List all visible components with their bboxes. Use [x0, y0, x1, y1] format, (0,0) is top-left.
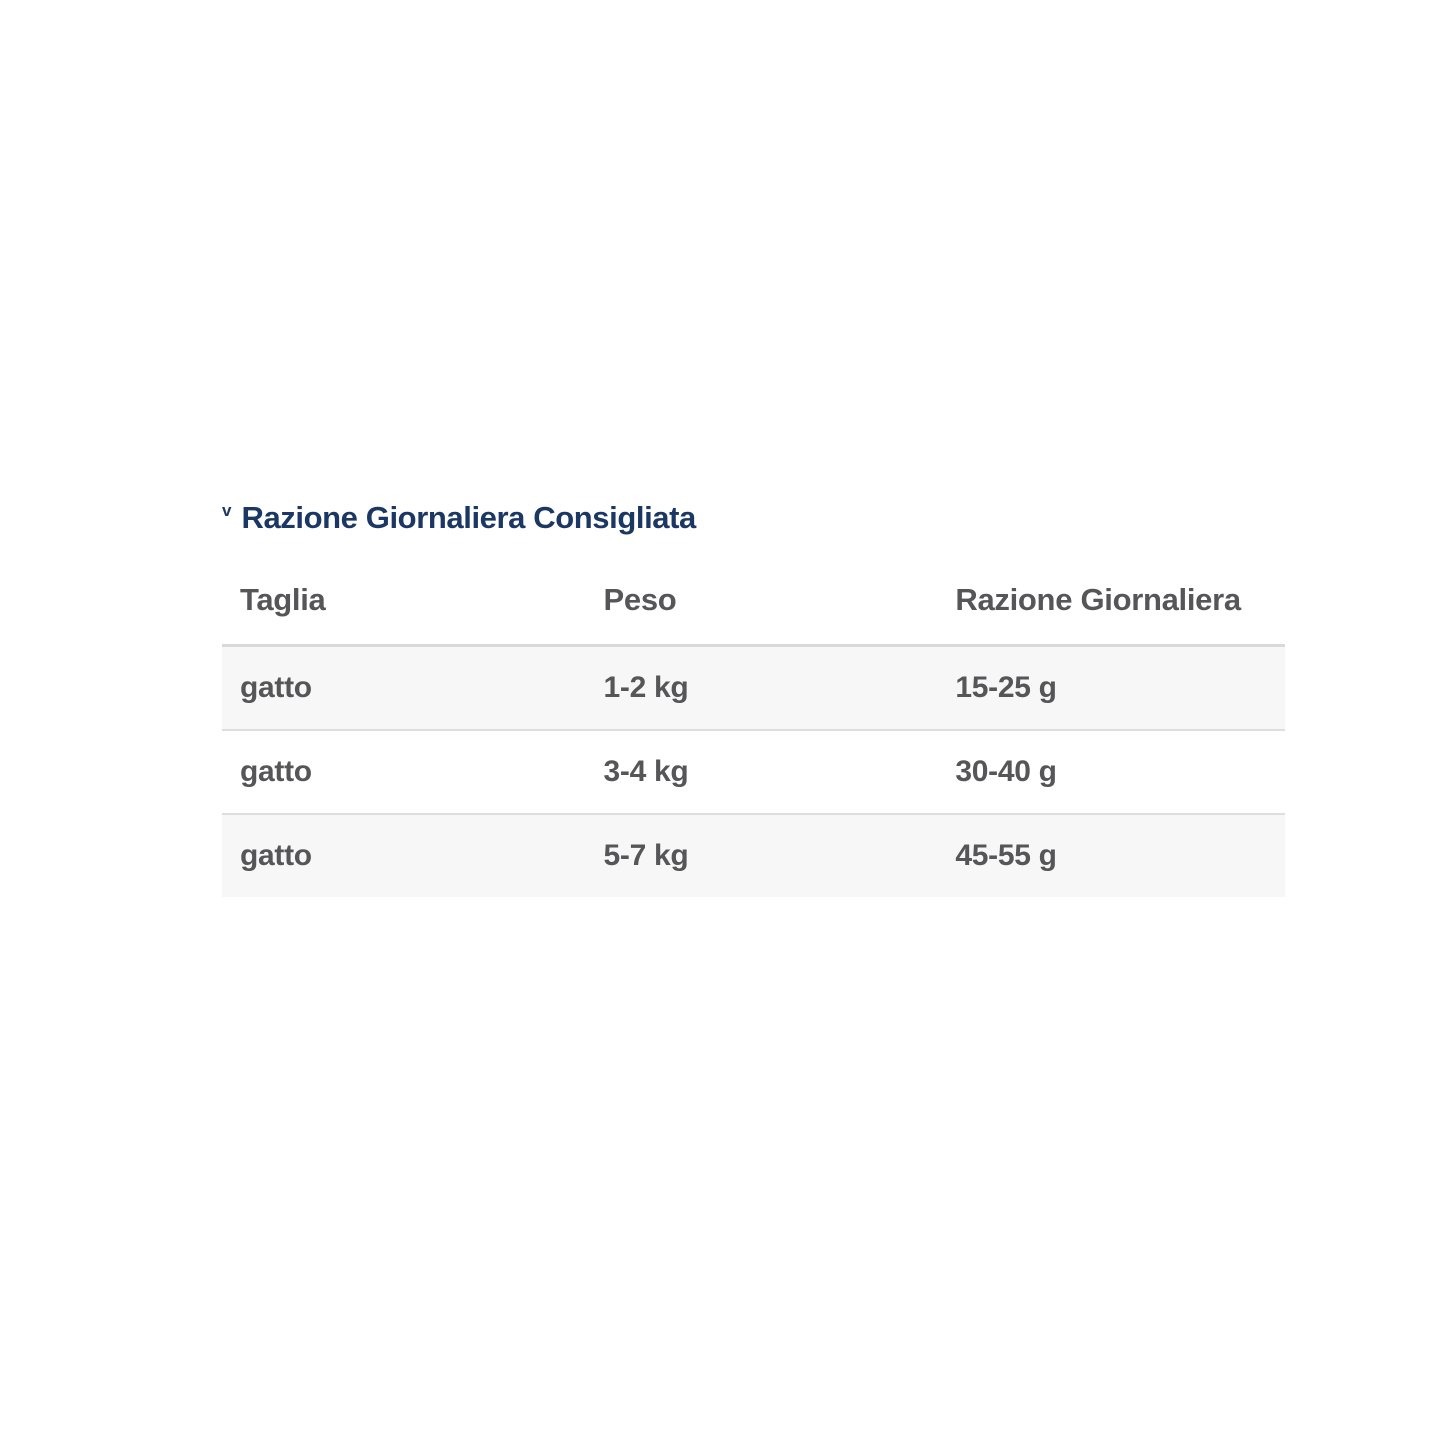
table-row: gatto 1-2 kg 15-25 g — [222, 645, 1285, 730]
cell-razione: 15-25 g — [955, 670, 1057, 704]
column-header-taglia: Taglia — [222, 569, 586, 647]
table-header-row: Taglia Peso Razione Giornaliera — [222, 569, 1285, 647]
cell-peso: 3-4 kg — [603, 754, 689, 788]
cell-peso: 5-7 kg — [603, 838, 689, 872]
daily-ration-section: v Razione Giornaliera Consigliata Taglia… — [222, 500, 1285, 897]
column-header-razione: Razione Giornaliera — [937, 569, 1285, 647]
table-row: gatto 5-7 kg 45-55 g — [222, 813, 1285, 897]
section-title: Razione Giornaliera Consigliata — [241, 500, 696, 535]
cell-taglia: gatto — [240, 838, 312, 872]
chevron-down-icon[interactable]: v — [222, 501, 232, 520]
ration-table: Taglia Peso Razione Giornaliera gatto 1-… — [222, 569, 1285, 897]
cell-taglia: gatto — [240, 670, 312, 704]
table-row: gatto 3-4 kg 30-40 g — [222, 730, 1285, 814]
cell-taglia: gatto — [240, 754, 312, 788]
cell-razione: 45-55 g — [955, 838, 1057, 872]
cell-peso: 1-2 kg — [603, 670, 689, 704]
section-accordion-header[interactable]: v Razione Giornaliera Consigliata — [222, 500, 1285, 536]
cell-razione: 30-40 g — [955, 754, 1057, 788]
column-header-peso: Peso — [585, 569, 938, 647]
